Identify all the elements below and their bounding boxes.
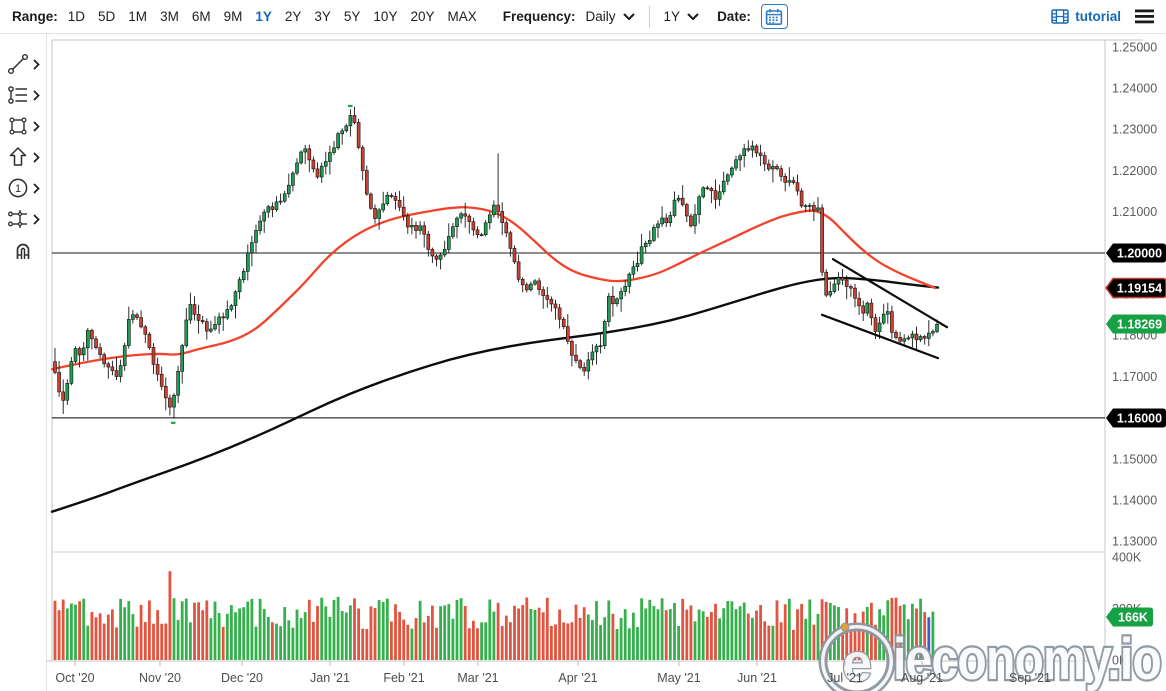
time-axis-labels: Oct '20 Nov '20 Dec '20 Jan '21 Feb '21 Mar '… [55, 661, 1051, 685]
svg-text:1.19154: 1.19154 [1117, 281, 1162, 295]
rectangle-shape-icon [9, 117, 27, 135]
range-button-20y[interactable]: 20Y [410, 9, 435, 24]
range-button-10y[interactable]: 10Y [373, 9, 398, 24]
range-label: Range: [12, 9, 58, 24]
arrow-up-icon [9, 147, 27, 166]
svg-text:1.21000: 1.21000 [1112, 205, 1157, 219]
range-button-max[interactable]: MAX [447, 9, 477, 24]
chevron-right-icon [33, 214, 40, 224]
svg-text:1.13000: 1.13000 [1112, 535, 1157, 549]
arrow-tool[interactable] [6, 145, 40, 169]
svg-text:1.25000: 1.25000 [1112, 40, 1157, 54]
fibonacci-tool[interactable] [6, 83, 40, 107]
period-value: 1Y [663, 9, 681, 24]
svg-text:Jun '21: Jun '21 [737, 671, 777, 685]
svg-text:Apr '21: Apr '21 [558, 671, 597, 685]
watermark: e ieconomy.io [818, 622, 1164, 691]
drawn-trendlines[interactable] [820, 258, 949, 360]
svg-text:1.23000: 1.23000 [1112, 123, 1157, 137]
toolbar: Range: 1D 5D 1M 3M 6M 9M 1Y 2Y 3Y 5Y 10Y 20Y MAX Fre… [0, 0, 1166, 34]
trendline-icon [8, 54, 29, 75]
extreme-markers [171, 104, 353, 424]
svg-text:400K: 400K [1112, 550, 1142, 564]
measure-tool[interactable] [6, 207, 40, 231]
range-button-6m[interactable]: 6M [191, 9, 211, 24]
svg-text:1.24000: 1.24000 [1112, 82, 1157, 96]
annotation-tool[interactable]: 1 [6, 176, 40, 200]
range-button-1m[interactable]: 1M [128, 9, 148, 24]
svg-text:1.15000: 1.15000 [1112, 452, 1157, 466]
range-buttons: 1D 5D 1M 3M 6M 9M 1Y 2Y 3Y 5Y 10Y 20Y MAX [68, 9, 477, 24]
calendar-icon [766, 8, 783, 25]
ma-slow-line [50, 276, 940, 513]
svg-text:Nov '20: Nov '20 [139, 671, 181, 685]
chevron-right-icon [33, 59, 40, 69]
svg-text:1.14000: 1.14000 [1112, 494, 1157, 508]
shape-tool[interactable] [6, 114, 40, 138]
svg-text:Aug '21: Aug '21 [901, 671, 943, 685]
date-picker-button[interactable] [760, 4, 788, 29]
svg-text:1.18269: 1.18269 [1117, 317, 1162, 331]
range-button-5d[interactable]: 5D [98, 9, 116, 24]
range-button-5y[interactable]: 5Y [343, 9, 361, 24]
price-badges: 1.20000 1.19154 1.18269 1.16000 166K [1105, 243, 1166, 627]
svg-text:Jul '21: Jul '21 [827, 671, 863, 685]
svg-text:1.16000: 1.16000 [1117, 411, 1162, 425]
svg-text:Feb '21: Feb '21 [383, 671, 424, 685]
chevron-down-icon [623, 13, 635, 20]
svg-text:166K: 166K [1118, 610, 1148, 624]
toolbar-divider [648, 5, 650, 28]
watermark-brand: ieconomy.io [893, 627, 1161, 691]
svg-text:May '21: May '21 [657, 671, 700, 685]
horizontal-level-lines[interactable] [52, 252, 1105, 419]
toolbar-right: tutorial [1051, 9, 1154, 24]
chevron-right-icon [33, 152, 40, 162]
svg-text:Dec '20: Dec '20 [221, 671, 263, 685]
plot-borders [46, 39, 1143, 662]
chevron-right-icon [33, 90, 40, 100]
magnet-icon [16, 243, 30, 259]
watermark-logo-letter: e [842, 633, 872, 691]
frequency-dropdown[interactable]: Daily [586, 9, 635, 24]
range-button-3y[interactable]: 3Y [314, 9, 331, 24]
svg-text:1.20000: 1.20000 [1117, 246, 1162, 260]
range-button-1d[interactable]: 1D [67, 9, 86, 24]
trendline-tool[interactable] [6, 52, 40, 76]
price-axis-labels: 1.250001.240001.230001.220001.210001.200… [1112, 40, 1157, 667]
fibonacci-icon [8, 86, 27, 104]
tutorial-label: tutorial [1075, 9, 1121, 24]
magnet-tool[interactable] [11, 238, 35, 262]
tutorial-link[interactable]: tutorial [1051, 9, 1121, 24]
svg-text:0K: 0K [1112, 653, 1128, 667]
menu-icon[interactable] [1135, 9, 1154, 24]
film-icon [1051, 9, 1069, 24]
frequency-value: Daily [585, 9, 616, 24]
measure-icon [8, 210, 27, 228]
number-annotation-icon: 1 [8, 178, 28, 198]
range-button-3m[interactable]: 3M [160, 9, 179, 24]
svg-text:Oct '20: Oct '20 [55, 671, 94, 685]
svg-text:1.17000: 1.17000 [1112, 370, 1157, 384]
range-button-2y[interactable]: 2Y [284, 9, 302, 24]
chevron-right-icon [33, 183, 40, 193]
svg-text:Jan '21: Jan '21 [310, 671, 350, 685]
chevron-down-icon [687, 13, 699, 20]
chevron-right-icon [33, 121, 40, 131]
range-button-9m[interactable]: 9M [223, 9, 243, 24]
drawing-tools-sidebar: 1 [0, 34, 47, 691]
logo-dot [840, 622, 850, 632]
period-dropdown[interactable]: 1Y [664, 9, 700, 24]
range-button-1y[interactable]: 1Y [255, 9, 272, 24]
date-label: Date: [717, 9, 751, 24]
volume-series [53, 571, 935, 660]
svg-text:Sep '21: Sep '21 [1009, 671, 1051, 685]
candlestick-series [53, 106, 939, 419]
moving-averages [50, 206, 940, 513]
annotation-number: 1 [15, 183, 21, 195]
svg-text:1.22000: 1.22000 [1112, 164, 1157, 178]
ma-fast-line [50, 206, 937, 371]
frequency-label: Frequency: [502, 9, 576, 24]
svg-text:Mar '21: Mar '21 [457, 671, 498, 685]
